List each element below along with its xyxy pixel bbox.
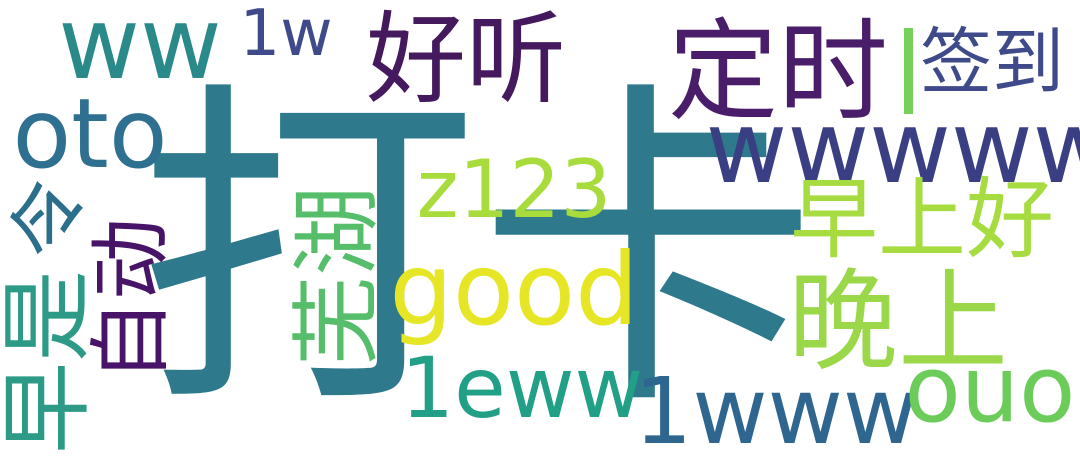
word-haoting: 好听 (366, 1, 566, 118)
word-z123: z123 (416, 143, 612, 236)
word-ww: ww (58, 0, 222, 102)
word-ouo: ouo (904, 336, 1076, 443)
word-daka: 打卡 (138, 55, 818, 451)
small-vertical-bar (904, 28, 913, 114)
word-1w: 1w (239, 0, 333, 71)
word-wanshang: 晚上 (788, 258, 1008, 386)
word-qiandao: 签到 (919, 20, 1065, 104)
word-zaoshanghao: 早上好 (789, 168, 1055, 271)
word-good: good (389, 231, 639, 348)
word-leww: 1eww (400, 339, 644, 437)
word-wwwww: wwwww (705, 89, 1080, 206)
word-1www: 1www (633, 358, 919, 463)
word-zaoqi: 早是 (0, 269, 101, 455)
word-ling: 令 (5, 178, 95, 258)
word-dingshi: 定时 (668, 8, 888, 136)
word-oto: oto (12, 78, 168, 190)
